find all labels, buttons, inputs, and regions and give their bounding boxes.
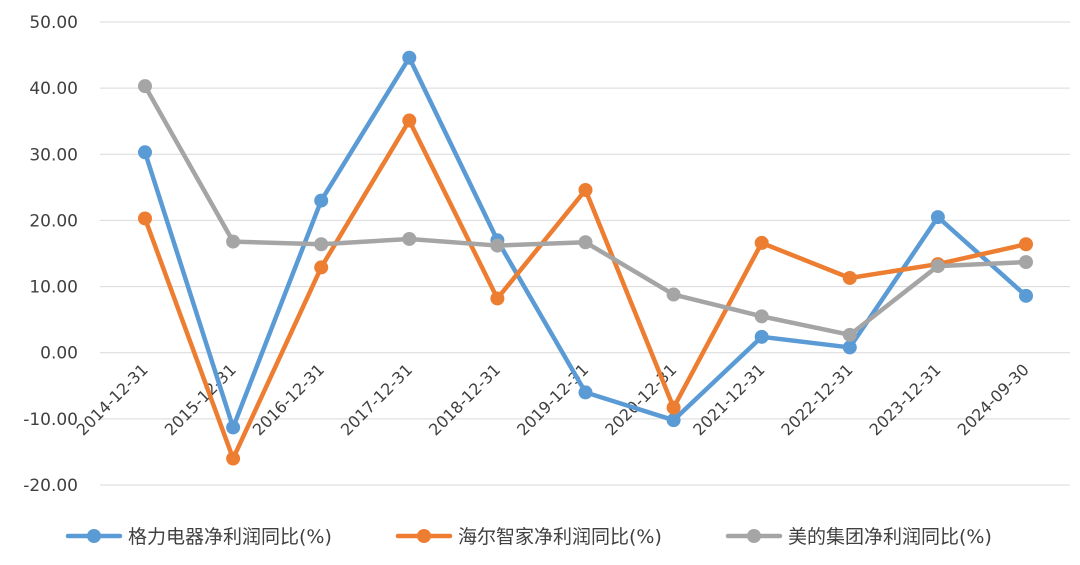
data-point bbox=[402, 231, 417, 246]
data-point bbox=[930, 259, 945, 274]
data-point bbox=[842, 327, 857, 342]
legend-item: 美的集团净利润同比(%) bbox=[725, 526, 992, 548]
data-point bbox=[578, 385, 593, 400]
legend-item: 海尔智家净利润同比(%) bbox=[395, 526, 662, 548]
legend-marker bbox=[417, 529, 431, 543]
y-tick-label: 30.00 bbox=[29, 145, 78, 165]
y-tick-label: 10.00 bbox=[29, 278, 78, 298]
legend-item: 格力电器净利润同比(%) bbox=[65, 526, 332, 548]
data-point bbox=[226, 420, 241, 435]
x-tick-label: 2021-12-31 bbox=[689, 360, 768, 439]
data-point bbox=[578, 235, 593, 250]
data-point bbox=[402, 50, 417, 65]
data-point bbox=[666, 413, 681, 428]
data-point bbox=[138, 79, 152, 94]
data-point bbox=[1019, 255, 1033, 270]
data-point bbox=[402, 113, 417, 128]
series-3 bbox=[138, 79, 1033, 342]
series-lines bbox=[138, 50, 1033, 466]
x-tick-label: 2023-12-31 bbox=[866, 360, 945, 439]
y-tick-label: 0.00 bbox=[40, 344, 78, 364]
data-point bbox=[314, 260, 329, 275]
data-point bbox=[754, 235, 769, 250]
data-point bbox=[578, 183, 593, 198]
legend: 格力电器净利润同比(%) 海尔智家净利润同比(%) 美的集团净利润同比(%) bbox=[65, 526, 992, 548]
legend-label: 海尔智家净利润同比(%) bbox=[458, 526, 662, 548]
legend-label: 美的集团净利润同比(%) bbox=[788, 526, 992, 548]
y-tick-label: 20.00 bbox=[29, 211, 78, 231]
legend-marker bbox=[87, 529, 101, 543]
data-point bbox=[930, 210, 945, 225]
data-point bbox=[314, 193, 329, 208]
x-tick-label: 2017-12-31 bbox=[337, 360, 416, 439]
series-1 bbox=[138, 50, 1033, 435]
x-tick-label: 2014-12-31 bbox=[73, 360, 152, 439]
data-point bbox=[138, 211, 152, 226]
data-point bbox=[314, 237, 329, 252]
gridlines bbox=[100, 21, 1070, 486]
data-point bbox=[490, 238, 505, 253]
x-tick-label: 2022-12-31 bbox=[777, 360, 856, 439]
data-point bbox=[754, 309, 769, 324]
legend-marker bbox=[747, 529, 761, 543]
legend-label: 格力电器净利润同比(%) bbox=[128, 526, 332, 548]
x-tick-label: 2019-12-31 bbox=[513, 360, 592, 439]
data-point bbox=[666, 287, 681, 302]
y-tick-label: -10.00 bbox=[23, 410, 78, 430]
x-tick-label: 2024-09-30 bbox=[954, 360, 1033, 439]
x-tick-label: 2018-12-31 bbox=[425, 360, 504, 439]
y-axis-tick-labels: 50.00 40.00 30.00 20.00 10.00 0.00 -10.00 -20.0… bbox=[23, 13, 78, 496]
data-point bbox=[1019, 288, 1033, 303]
data-point bbox=[138, 145, 152, 160]
series-line bbox=[142, 83, 1029, 338]
data-point bbox=[842, 270, 857, 285]
data-point bbox=[490, 291, 505, 306]
y-tick-label: -20.00 bbox=[23, 476, 78, 496]
y-tick-label: 40.00 bbox=[29, 79, 78, 99]
data-point bbox=[842, 340, 857, 355]
data-point bbox=[666, 400, 681, 415]
data-point bbox=[226, 234, 241, 249]
data-point bbox=[754, 329, 769, 344]
data-point bbox=[1019, 237, 1033, 252]
data-point bbox=[226, 451, 241, 466]
y-tick-label: 50.00 bbox=[29, 13, 78, 33]
